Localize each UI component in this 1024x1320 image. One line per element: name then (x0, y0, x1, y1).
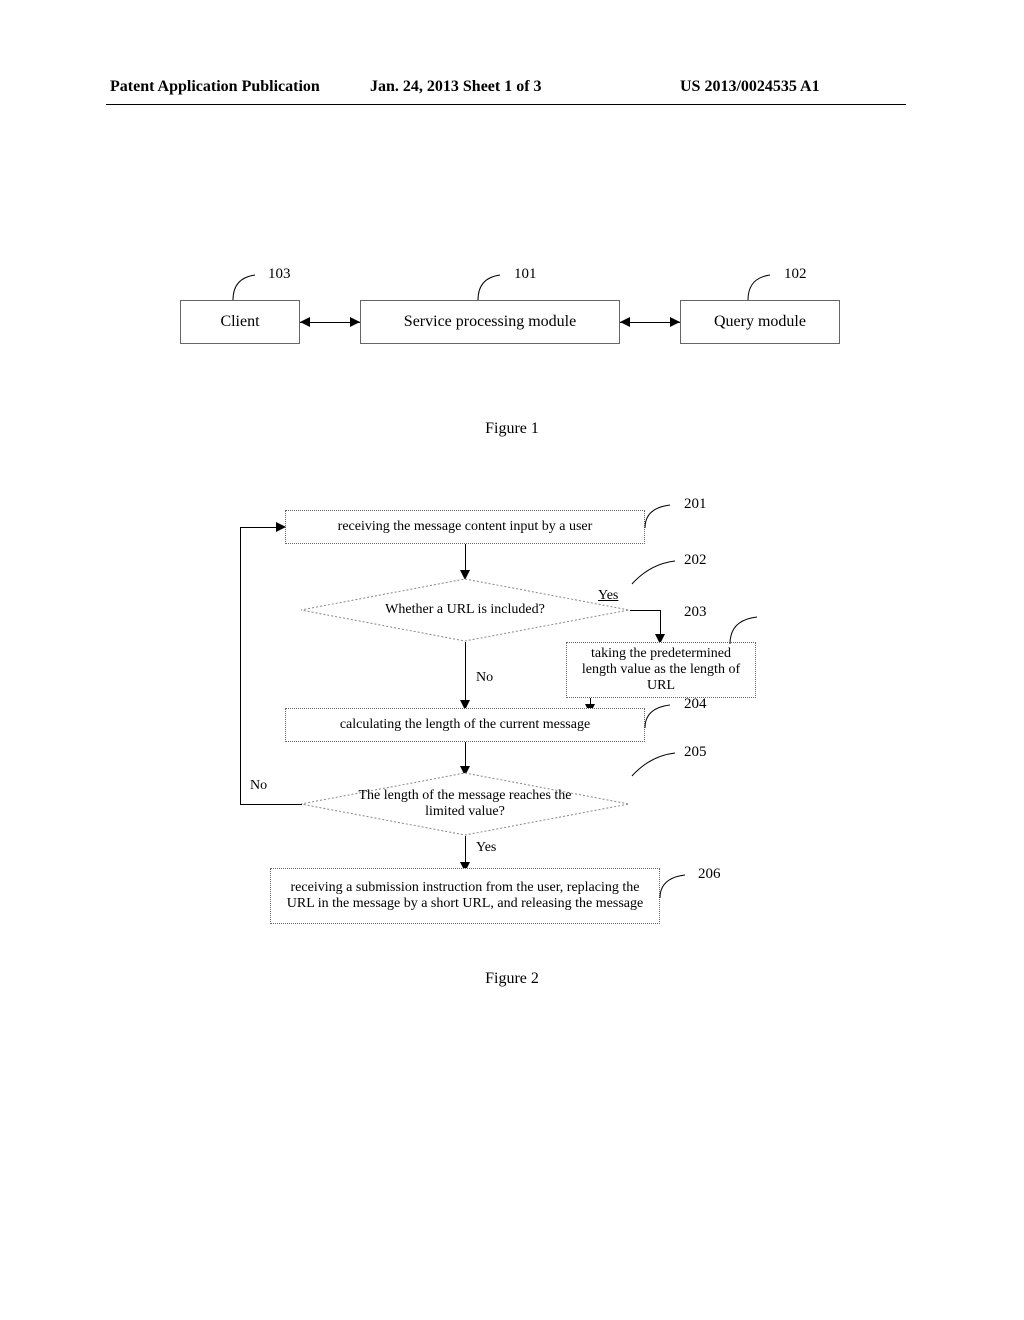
fig2-step-203-box: taking the predetermined length value as… (566, 642, 756, 698)
fig1-arrowhead-left-1-icon (300, 317, 310, 327)
fig1-query-callout-icon (740, 270, 780, 302)
fig2-arrow-202-right (630, 610, 660, 611)
fig2-step-206-ref: 206 (698, 866, 721, 883)
fig2-step-203-text: taking the predetermined length value as… (573, 646, 749, 694)
fig2-206-callout-icon (655, 870, 695, 900)
fig2-step-205-ref: 205 (684, 744, 707, 761)
header-divider (106, 104, 906, 105)
page: Patent Application Publication Jan. 24, … (0, 0, 1024, 1320)
fig2-step-206-box: receiving a submission instruction from … (270, 868, 660, 924)
fig1-arrowhead-left-2-icon (620, 317, 630, 327)
figure-1: Client 103 Service processing module 101… (180, 270, 870, 360)
fig2-step-204-ref: 204 (684, 696, 707, 713)
fig2-202-no-label: No (476, 670, 493, 686)
fig2-203-callout-icon (725, 612, 765, 646)
fig2-205-yes-label: Yes (476, 840, 496, 856)
figure-2-caption: Figure 2 (0, 970, 1024, 988)
fig2-step-206-text: receiving a submission instruction from … (277, 880, 653, 912)
fig2-step-202-ref: 202 (684, 552, 707, 569)
figure-2: receiving the message content input by a… (180, 510, 870, 1040)
fig1-arrowhead-right-1-icon (350, 317, 360, 327)
fig1-client-callout-icon (225, 270, 265, 302)
fig1-query-ref: 102 (784, 266, 807, 283)
fig1-service-callout-icon (470, 270, 510, 302)
fig2-205-no-label: No (250, 778, 267, 794)
fig2-step-201-text: receiving the message content input by a… (338, 519, 593, 535)
header-left-text: Patent Application Publication (110, 78, 320, 96)
fig1-client-box: Client (180, 300, 300, 344)
fig2-arrow-205-left (240, 804, 302, 805)
fig2-step-201-box: receiving the message content input by a… (285, 510, 645, 544)
fig2-201-callout-icon (640, 500, 680, 530)
fig2-step-204-box: calculating the length of the current me… (285, 708, 645, 742)
fig1-service-label: Service processing module (404, 313, 576, 331)
fig1-query-label: Query module (714, 313, 806, 331)
fig2-step-202-text: Whether a URL is included? (300, 578, 630, 642)
fig2-202-yes-label: Yes (598, 588, 618, 604)
fig2-202-callout-icon (630, 556, 680, 586)
fig2-step-203-ref: 203 (684, 604, 707, 621)
fig1-client-ref: 103 (268, 266, 291, 283)
fig2-arrow-202-204 (465, 642, 466, 704)
fig2-arrow-205-up (240, 527, 241, 804)
figure-1-caption: Figure 1 (0, 420, 1024, 438)
fig2-step-205-diamond: The length of the message reaches the li… (300, 772, 630, 836)
fig2-204-callout-icon (640, 700, 680, 730)
fig1-query-box: Query module (680, 300, 840, 344)
fig2-step-204-text: calculating the length of the current me… (340, 717, 590, 733)
header-center-text: Jan. 24, 2013 Sheet 1 of 3 (370, 78, 542, 96)
fig2-step-202-diamond: Whether a URL is included? (300, 578, 630, 642)
fig1-service-ref: 101 (514, 266, 537, 283)
fig1-client-label: Client (220, 313, 259, 331)
fig2-step-201-ref: 201 (684, 496, 707, 513)
fig1-arrowhead-right-2-icon (670, 317, 680, 327)
fig2-step-205-text: The length of the message reaches the li… (300, 772, 630, 836)
header-right-text: US 2013/0024535 A1 (680, 78, 820, 96)
fig2-arrow-205-right-top (240, 527, 280, 528)
fig2-arrowhead-205-201-icon (276, 522, 286, 532)
fig2-205-callout-icon (630, 748, 680, 778)
fig1-service-box: Service processing module (360, 300, 620, 344)
